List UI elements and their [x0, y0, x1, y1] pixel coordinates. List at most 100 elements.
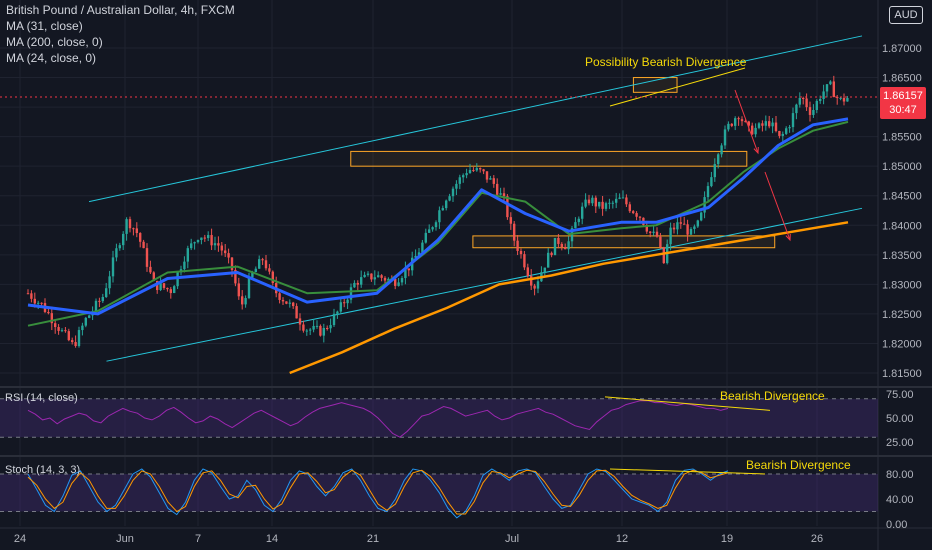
ma200-legend[interactable]: MA (200, close, 0)	[6, 35, 103, 49]
candle-body	[815, 100, 818, 110]
candle-body	[587, 199, 591, 204]
candle-body	[496, 183, 499, 195]
candle-body	[149, 266, 152, 273]
candle-body	[842, 97, 846, 102]
candle-body	[339, 302, 342, 312]
candle-body	[421, 242, 424, 253]
candle-body	[115, 248, 118, 258]
candle-body	[54, 323, 57, 328]
candle-body	[377, 275, 380, 278]
candle-body	[295, 306, 298, 319]
candle-body	[581, 206, 584, 219]
rsi-tick-label: 50.00	[886, 413, 914, 425]
candle-body	[60, 330, 64, 332]
rsi-divergence-annotation: Bearish Divergence	[720, 389, 825, 403]
channel-lower-line	[106, 207, 863, 362]
arrow-head	[785, 233, 791, 242]
candle-body	[343, 302, 346, 304]
candle-body	[751, 125, 754, 135]
candle-body	[414, 255, 417, 258]
candle-body	[360, 277, 363, 285]
candle-body	[615, 198, 618, 203]
time-tick-label: 21	[367, 533, 379, 545]
candle-body	[805, 98, 808, 108]
candle-body	[98, 300, 101, 302]
candle-body	[700, 212, 703, 221]
candle-body	[462, 175, 465, 178]
candle-body	[94, 300, 98, 312]
candle-body	[802, 97, 805, 99]
candle-body	[247, 277, 251, 299]
candle-body	[577, 218, 580, 223]
price-tick-label: 1.83000	[882, 279, 922, 291]
candle-body	[757, 123, 761, 128]
candle-body	[145, 248, 149, 267]
candle-body	[431, 227, 434, 230]
candle-body	[373, 277, 376, 280]
candle-body	[125, 219, 128, 234]
candle-body	[302, 324, 305, 331]
candle-body	[271, 271, 274, 284]
candle-body	[730, 123, 733, 126]
candle-body	[509, 217, 512, 224]
candle-body	[567, 241, 570, 250]
candle-body	[472, 170, 475, 172]
candle-body	[322, 328, 325, 336]
candle-body	[717, 154, 720, 165]
candlestick-series	[26, 75, 849, 348]
candle-body	[761, 123, 764, 126]
candle-body	[819, 99, 822, 101]
ma31-legend[interactable]: MA (31, close)	[6, 19, 83, 33]
candle-body	[530, 276, 533, 286]
candle-body	[162, 283, 166, 288]
stoch-label[interactable]: Stoch (14, 3, 3)	[5, 464, 80, 476]
candle-body	[506, 196, 509, 218]
candle-body	[196, 240, 200, 243]
candle-body	[468, 170, 472, 174]
candle-body	[288, 302, 291, 304]
candle-body	[417, 252, 421, 256]
rsi-label[interactable]: RSI (14, close)	[5, 392, 78, 404]
candle-body	[207, 235, 210, 239]
candle-body	[516, 240, 519, 251]
candle-body	[37, 302, 40, 304]
candle-body	[234, 269, 237, 284]
candle-body	[825, 84, 829, 92]
ma200-line	[289, 221, 849, 375]
price-tick-label: 1.84500	[882, 191, 922, 203]
candle-body	[744, 121, 747, 123]
candle-body	[526, 267, 529, 277]
time-tick-label: Jun	[116, 533, 134, 545]
candle-body	[703, 197, 706, 213]
bar-countdown: 30:47	[889, 104, 917, 116]
candle-body	[798, 97, 801, 105]
candle-body	[380, 275, 383, 278]
candle-body	[492, 178, 495, 184]
candle-body	[669, 227, 672, 245]
stoch-pane	[0, 468, 878, 519]
price-divergence-line	[609, 67, 746, 107]
rsi-tick-label: 75.00	[886, 389, 914, 401]
candle-body	[84, 317, 87, 326]
candle-body	[118, 245, 121, 249]
price-tick-label: 1.83500	[882, 250, 922, 262]
time-tick-label: 19	[721, 533, 733, 545]
instrument-title[interactable]: British Pound / Australian Dollar, 4h, F…	[6, 3, 235, 17]
ma24-legend[interactable]: MA (24, close, 0)	[6, 51, 97, 65]
candle-body	[791, 113, 795, 128]
candle-body	[638, 216, 642, 218]
price-tick-label: 1.84000	[882, 220, 922, 232]
candle-body	[618, 197, 621, 199]
time-tick-label: Jul	[505, 533, 519, 545]
rsi-pane	[0, 396, 878, 438]
candle-body	[26, 293, 30, 295]
candle-body	[662, 247, 665, 264]
candle-body	[574, 222, 577, 229]
candle-body	[353, 282, 356, 288]
currency-button[interactable]: AUD	[889, 6, 923, 24]
candle-body	[244, 298, 247, 305]
candle-body	[237, 283, 240, 297]
candle-body	[258, 259, 261, 269]
candle-body	[346, 299, 349, 304]
